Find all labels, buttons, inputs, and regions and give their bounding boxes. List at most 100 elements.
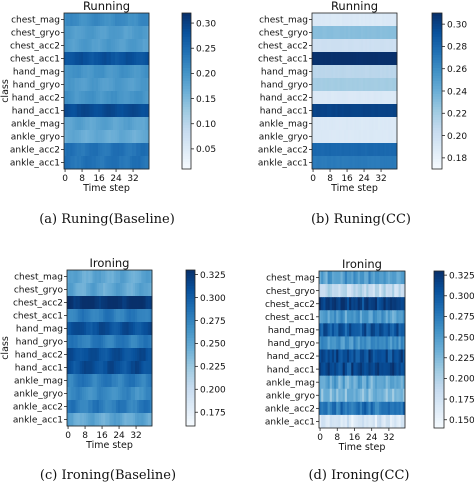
- heatmap-cell: [88, 283, 91, 297]
- heatmap-cell: [355, 284, 359, 298]
- heatmap-cell: [394, 323, 397, 337]
- heatmap-cell: [141, 374, 144, 388]
- colorbar-segment: [432, 46, 442, 50]
- heatmap-cell: [92, 361, 95, 375]
- colorbar-segment: [434, 386, 444, 390]
- heatmap-cell: [349, 323, 352, 337]
- heatmap-cell: [120, 322, 123, 336]
- heatmap-cell: [102, 117, 105, 131]
- colorbar-segment: [434, 378, 444, 382]
- heatmap-cell: [120, 348, 123, 362]
- heatmap-cell: [336, 271, 339, 285]
- colorbar-segment: [432, 57, 442, 61]
- heatmap-cell: [370, 388, 374, 403]
- colorbar-segment: [186, 389, 195, 393]
- heatmap-cell: [119, 117, 122, 131]
- heatmap-cell: [101, 296, 104, 310]
- heatmap-cell: [375, 130, 379, 144]
- heatmap-cell: [92, 374, 95, 388]
- heatmap-cell: [339, 143, 343, 157]
- colorbar-segment: [186, 272, 195, 276]
- colorbar-segment: [182, 132, 191, 136]
- colorbar-segment: [182, 26, 191, 29]
- heatmap-cell: [346, 156, 349, 170]
- heatmap-cell: [394, 388, 397, 403]
- heatmap-cell: [392, 388, 395, 403]
- heatmap-cell: [132, 387, 136, 401]
- heatmap-cell: [373, 39, 377, 53]
- colorbar-segment: [182, 88, 191, 92]
- heatmap-cell: [350, 104, 353, 118]
- heatmap-cell: [379, 271, 382, 285]
- heatmap-cell: [73, 335, 76, 349]
- heatmap-cell: [147, 335, 151, 349]
- heatmap-cell: [140, 117, 143, 131]
- heatmap-cell: [350, 143, 353, 157]
- heatmap-cell: [396, 297, 399, 311]
- heatmap-cell: [320, 143, 323, 157]
- heatmap-cell: [377, 65, 381, 79]
- heatmap-cell: [67, 361, 70, 375]
- colorbar-segment: [186, 319, 195, 323]
- colorbar-segment: [434, 302, 444, 306]
- heatmap-cell: [357, 349, 361, 363]
- heatmap-cell: [335, 117, 338, 131]
- heatmap-cell: [140, 13, 143, 27]
- heatmap-cell: [333, 65, 336, 79]
- heatmap-cell: [349, 414, 352, 429]
- colorbar-segment: [186, 275, 195, 279]
- heatmap-cell: [329, 91, 332, 105]
- heatmap-cell: [81, 52, 84, 66]
- heatmap-cell: [89, 78, 92, 92]
- heatmap-cell: [91, 143, 95, 157]
- heatmap-cell: [92, 413, 95, 427]
- heatmap-cell: [102, 52, 105, 66]
- heatmap-cell: [89, 39, 92, 53]
- heatmap-cell: [79, 322, 83, 336]
- heatmap-cell: [340, 284, 343, 298]
- heatmap-cell: [108, 52, 112, 66]
- colorbar-segment: [434, 352, 444, 356]
- heatmap-cell: [103, 413, 106, 427]
- heatmap-cell: [314, 117, 317, 131]
- colorbar-segment: [434, 318, 444, 322]
- heatmap-cell: [68, 13, 71, 27]
- heatmap-cell: [392, 401, 395, 416]
- heatmap-cell: [132, 413, 136, 427]
- heatmap-cell: [66, 52, 69, 66]
- heatmap-cell: [72, 52, 75, 66]
- heatmap-cell: [85, 156, 88, 170]
- heatmap-cell: [149, 348, 153, 362]
- heatmap-cell: [390, 156, 394, 170]
- heatmap-cell: [377, 52, 381, 66]
- heatmap-cell: [320, 26, 323, 40]
- heatmap-cell: [66, 130, 69, 144]
- heatmap-cell: [76, 104, 80, 118]
- heatmap-cell: [385, 297, 389, 311]
- heatmap-cell: [147, 322, 151, 336]
- heatmap-cell: [325, 297, 328, 311]
- colorbar-segment: [182, 150, 191, 154]
- heatmap-cell: [312, 26, 315, 40]
- heatmap-cell: [90, 270, 93, 284]
- colorbar-segment: [182, 67, 191, 71]
- heatmap-cell: [336, 362, 339, 377]
- heatmap-cell: [312, 130, 315, 144]
- colorbar-segment: [434, 375, 444, 379]
- heatmap-cell: [119, 13, 122, 27]
- heatmap-cell: [120, 413, 123, 427]
- heatmap-cell: [139, 270, 142, 284]
- heatmap-cell: [348, 39, 351, 53]
- heatmap-cell: [135, 335, 138, 349]
- heatmap-cell: [398, 284, 402, 298]
- heatmap-cell: [368, 375, 371, 390]
- heatmap-cell: [122, 400, 125, 414]
- colorbar-segment: [434, 420, 444, 424]
- heatmap-cell: [396, 349, 399, 363]
- heatmap-cell: [98, 91, 101, 105]
- heatmap-cell: [66, 26, 69, 40]
- heatmap-cell: [142, 52, 146, 66]
- heatmap-cell: [91, 78, 95, 92]
- heatmap-cell: [359, 323, 363, 337]
- heatmap-cell: [100, 117, 103, 131]
